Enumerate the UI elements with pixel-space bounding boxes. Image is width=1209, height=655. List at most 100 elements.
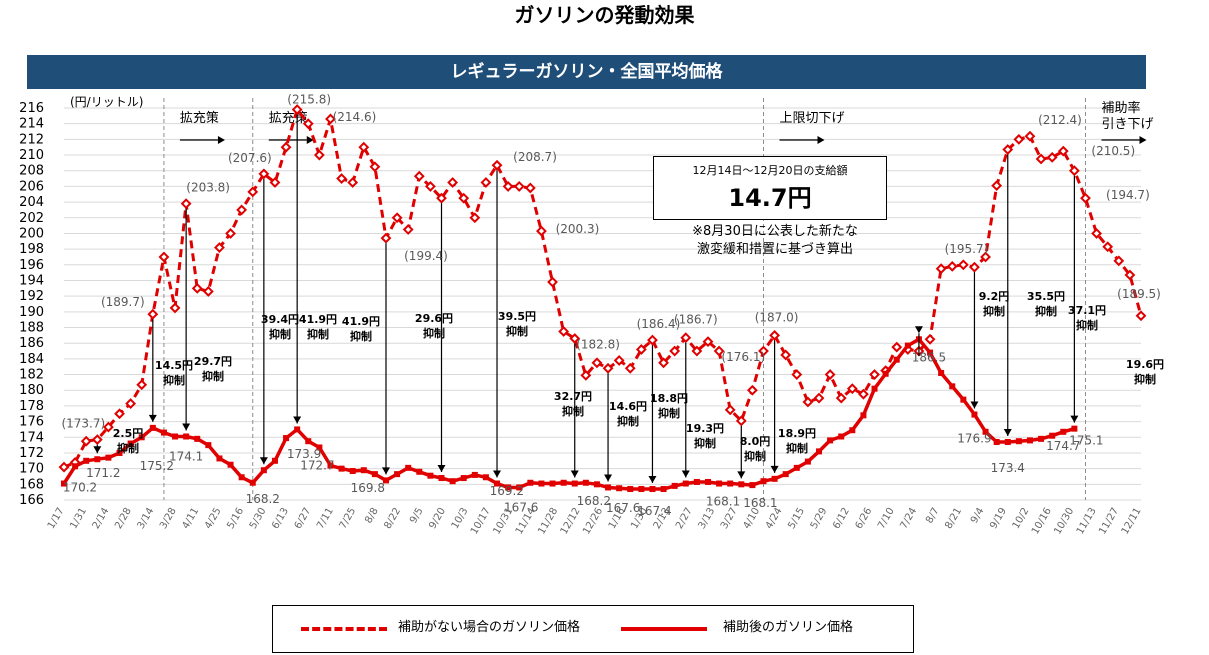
point-with-subsidy xyxy=(183,433,190,440)
point-without-subsidy xyxy=(480,177,492,188)
point-with-subsidy xyxy=(94,456,101,463)
point-with-subsidy xyxy=(993,438,1000,445)
point-without-subsidy xyxy=(969,261,980,273)
subsidy-amount-label: 抑制 xyxy=(983,304,1005,318)
point-without-subsidy xyxy=(613,355,625,366)
point-without-subsidy xyxy=(402,224,414,235)
data-value-label: 168.2 xyxy=(246,492,280,506)
x-tick-label: 3/13 xyxy=(697,506,718,531)
y-tick-label: 182 xyxy=(19,368,44,383)
point-with-subsidy xyxy=(682,480,689,487)
point-without-subsidy xyxy=(658,357,669,369)
point-without-subsidy xyxy=(524,182,536,194)
y-tick-label: 194 xyxy=(19,273,44,288)
subsidy-amount-label: 抑制 xyxy=(1035,304,1057,318)
subsidy-amount-label: 抑制 xyxy=(506,324,528,338)
x-tick-label: 8/8 xyxy=(363,506,381,525)
subsidy-amount-label: 抑制 xyxy=(658,406,680,420)
subsidy-arrow-head xyxy=(1070,415,1079,423)
policy-arrow-head xyxy=(817,136,825,144)
point-without-subsidy xyxy=(680,332,692,344)
subsidy-arrow-head xyxy=(182,423,191,431)
subsidy-arrow-head xyxy=(381,467,390,475)
subsidy-amount-label: 18.9円 xyxy=(778,427,816,440)
x-tick-label: 7/24 xyxy=(898,506,919,531)
chart-legend: 補助がない場合のガソリン価格 補助後のガソリン価格 xyxy=(272,605,914,653)
point-with-subsidy xyxy=(194,435,201,442)
point-with-subsidy xyxy=(516,484,523,491)
point-with-subsidy xyxy=(305,438,312,445)
x-tick-label: 7/11 xyxy=(315,506,336,531)
subsidy-amount-label: 抑制 xyxy=(744,449,766,463)
subsidy-amount-label: 35.5円 xyxy=(1027,290,1065,303)
point-with-subsidy xyxy=(649,486,656,493)
data-value-label: 171.2 xyxy=(86,466,120,480)
subsidy-arrow-head xyxy=(93,446,102,454)
x-tick-label: 8/22 xyxy=(382,506,403,531)
point-with-subsidy xyxy=(893,356,900,363)
point-with-subsidy xyxy=(316,444,323,451)
y-tick-label: 212 xyxy=(19,132,44,147)
point-with-subsidy xyxy=(971,411,978,418)
data-value-label: (186.7) xyxy=(674,313,718,327)
point-without-subsidy xyxy=(1057,145,1069,157)
point-without-subsidy xyxy=(569,333,581,344)
x-tick-label: 12/26 xyxy=(581,506,605,536)
x-tick-label: 8/21 xyxy=(943,506,964,531)
point-without-subsidy xyxy=(214,242,225,253)
point-with-subsidy xyxy=(827,437,834,444)
x-tick-label: 10/2 xyxy=(1011,506,1032,531)
policy-arrow-head xyxy=(306,136,314,144)
subsidy-arrow-head xyxy=(914,326,923,334)
point-without-subsidy xyxy=(380,232,392,244)
subsidy-amount-label: 29.6円 xyxy=(415,312,453,325)
point-without-subsidy xyxy=(424,180,436,192)
subsidy-arrow-head xyxy=(648,476,657,484)
point-with-subsidy xyxy=(960,396,967,403)
payment-caption: 12月14日～12月20日の支給額 xyxy=(692,164,848,177)
point-with-subsidy xyxy=(660,486,667,493)
point-without-subsidy xyxy=(158,251,170,263)
data-value-label: (189.5) xyxy=(1117,287,1161,301)
x-tick-label: 10/17 xyxy=(469,506,493,536)
x-tick-label: 11/28 xyxy=(536,506,560,536)
point-without-subsidy xyxy=(1046,151,1058,163)
subsidy-amount-label: 19.3円 xyxy=(686,422,724,435)
point-without-subsidy xyxy=(336,173,347,184)
point-with-subsidy xyxy=(816,448,823,455)
x-tick-label: 10/3 xyxy=(450,506,471,531)
point-with-subsidy xyxy=(627,486,634,493)
subsidy-amount-label: 抑制 xyxy=(350,329,372,343)
data-value-label: 168.2 xyxy=(577,494,611,508)
point-without-subsidy xyxy=(1091,228,1103,239)
point-with-subsidy xyxy=(749,482,756,489)
data-value-label: (176.1) xyxy=(721,350,765,364)
value-labels: (173.7) (189.7) (203.8) (207.6) (215.8)(214.… xyxy=(61,93,1160,518)
y-tick-label: 174 xyxy=(19,430,44,445)
subsidy-amount-label: 8.0円 xyxy=(740,435,771,448)
point-without-subsidy xyxy=(558,326,570,337)
y-tick-label: 190 xyxy=(19,305,44,320)
point-with-subsidy xyxy=(149,424,156,431)
point-with-subsidy xyxy=(172,433,179,440)
point-without-subsidy xyxy=(1002,144,1014,155)
y-tick-label: 172 xyxy=(19,446,44,461)
data-value-label: (195.7) xyxy=(945,242,989,256)
data-value-label: (208.7) xyxy=(513,150,557,164)
point-with-subsidy xyxy=(438,475,445,482)
point-without-subsidy xyxy=(502,180,514,192)
point-with-subsidy xyxy=(216,455,223,462)
subsidy-amount-label: 抑制 xyxy=(694,436,716,450)
y-tick-label: 166 xyxy=(19,493,44,508)
point-with-subsidy xyxy=(61,480,67,487)
x-tick-label: 10/16 xyxy=(1030,506,1054,536)
data-value-label: 168.1 xyxy=(706,495,740,509)
subsidy-amount-label: 41.9円 xyxy=(299,313,337,326)
point-without-subsidy xyxy=(1035,153,1047,165)
x-tick-label: 7/10 xyxy=(876,506,897,531)
x-tick-label: 5/16 xyxy=(225,506,246,531)
price-line-chart: 1661681701721741761781801821841861881901… xyxy=(19,93,1164,537)
point-without-subsidy xyxy=(458,192,470,204)
subsidy-amount-label: 2.5円 xyxy=(113,427,144,440)
subsidy-amount-label: 29.7円 xyxy=(194,355,232,368)
